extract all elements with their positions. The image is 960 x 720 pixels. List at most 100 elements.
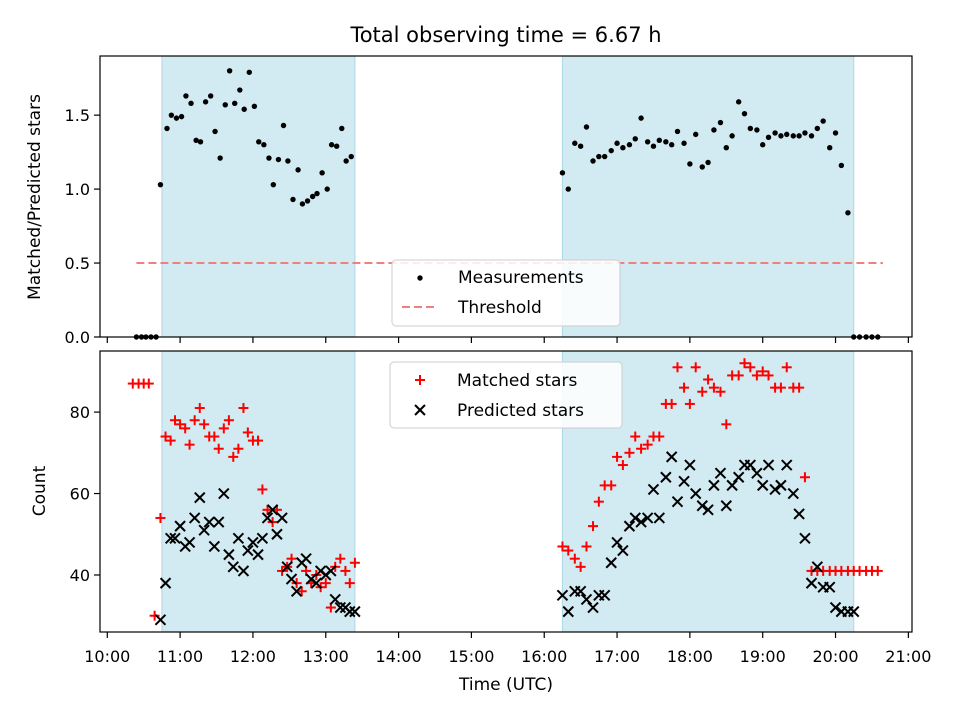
count-panel-frame — [99, 350, 913, 633]
measurement-point — [838, 162, 845, 169]
x-tick-label: 18:00 — [667, 647, 713, 666]
matched-star-point — [606, 480, 617, 491]
predicted-star-mark-b — [227, 561, 239, 573]
predicted-star-point — [708, 479, 720, 492]
x-tick-label: 17:00 — [594, 647, 640, 666]
predicted-star-point — [290, 585, 303, 597]
predicted-star-mark-b — [635, 516, 647, 528]
predicted-star-mark-b — [300, 552, 312, 565]
predicted-star-point — [325, 565, 337, 577]
predicted-star-mark-b — [159, 577, 172, 589]
predicted-star-point — [266, 504, 279, 516]
predicted-star-point — [281, 561, 293, 573]
predicted-star-mark-b — [256, 532, 269, 545]
legend-label: Predicted stars — [457, 401, 584, 421]
predicted-star-mark-b — [678, 475, 690, 488]
measurement-point — [796, 133, 802, 139]
observing-window — [161, 350, 356, 633]
ratio-panel: 0.0 0.5 1.0 1.5 Matched/Predicted stars Mea… — [25, 55, 913, 347]
measurement-point — [348, 153, 354, 160]
matched-star-point — [189, 415, 200, 426]
predicted-star-mark-b — [183, 536, 196, 549]
predicted-star-point — [641, 512, 654, 524]
measurement-point — [638, 115, 644, 121]
measurement-point — [565, 186, 571, 192]
measurement-point — [626, 142, 633, 148]
predicted-star-point — [580, 593, 593, 606]
predicted-star-point — [647, 483, 660, 496]
predicted-star-mark-b — [829, 601, 842, 614]
predicted-star-mark-b — [605, 557, 617, 569]
predicted-star-point — [271, 528, 283, 540]
predicted-star-point — [154, 614, 167, 626]
measurement-point — [164, 125, 170, 132]
matched-star-point — [213, 443, 224, 454]
measurement-point — [705, 159, 711, 166]
legend-label: Matched stars — [457, 371, 577, 391]
measurement-point — [784, 131, 790, 138]
predicted-star-mark-b — [671, 495, 684, 508]
x-tick-label: 15:00 — [448, 647, 494, 666]
x-tick-label: 10:00 — [84, 647, 130, 666]
predicted-star-mark-b — [154, 614, 167, 626]
ratio-y-tick-label: 1.0 — [65, 180, 90, 199]
measurement-point — [608, 147, 614, 154]
measurement-point — [241, 106, 247, 112]
predicted-star-point — [276, 512, 288, 524]
measurement-point — [765, 134, 772, 141]
matched-star-point — [349, 557, 360, 568]
measurement-point — [747, 125, 754, 132]
matched-star-point — [679, 382, 690, 393]
predicted-star-point — [169, 532, 181, 545]
measurement-point — [699, 164, 705, 170]
predicted-star-mark-b — [587, 601, 599, 614]
matched-star-point — [642, 439, 653, 450]
measurement-point — [778, 133, 784, 139]
matched-star-point — [143, 378, 154, 389]
measurement-point — [820, 118, 826, 124]
chart-title: Total observing time = 6.67 h — [349, 23, 661, 47]
predicted-star-point — [660, 471, 672, 483]
predicted-star-mark-b — [232, 532, 245, 545]
x-tick-label: 20:00 — [812, 647, 858, 666]
measurement-point — [663, 139, 669, 145]
measurement-point — [790, 133, 796, 139]
predicted-star-mark-b — [824, 581, 836, 593]
legend-label: Threshold — [457, 298, 542, 318]
count-y-tick-label: 80 — [70, 403, 90, 422]
matched-star-point — [262, 504, 273, 515]
predicted-star-point — [829, 601, 842, 614]
predicted-star-point — [751, 467, 763, 479]
ratio-y-tick-label: 0.5 — [65, 254, 90, 273]
predicted-star-point — [261, 512, 274, 524]
matched-star-point — [654, 431, 665, 442]
matched-star-point — [233, 443, 244, 454]
predicted-star-point — [781, 459, 793, 471]
predicted-star-point — [164, 532, 177, 545]
measurement-point — [572, 140, 578, 146]
predicted-star-mark-b — [580, 593, 593, 606]
predicted-star-point — [653, 512, 666, 524]
matched-star-point — [763, 370, 774, 381]
predicted-star-mark-b — [252, 548, 264, 561]
legend-label: Measurements — [458, 268, 584, 288]
predicted-star-mark-b — [684, 459, 696, 471]
predicted-star-mark-b — [787, 487, 800, 500]
matched-star-point — [170, 415, 181, 426]
predicted-star-mark-b — [242, 544, 254, 557]
x-tick-label: 16:00 — [521, 647, 567, 666]
predicted-star-point — [208, 540, 221, 553]
predicted-star-mark-b — [261, 512, 274, 524]
matched-star-point — [757, 366, 768, 377]
predicted-star-point — [188, 512, 201, 524]
matched-star-point — [612, 451, 623, 462]
measurement-point — [729, 133, 735, 139]
measurement-point — [339, 125, 345, 132]
predicted-star-mark-b — [188, 512, 201, 524]
predicted-star-mark-b — [349, 605, 361, 618]
predicted-star-point — [334, 601, 347, 614]
ratio-legend: Measurements Threshold — [391, 259, 621, 327]
predicted-star-point — [300, 552, 312, 565]
measurement-point — [251, 103, 258, 109]
matched-star-point — [617, 460, 628, 471]
